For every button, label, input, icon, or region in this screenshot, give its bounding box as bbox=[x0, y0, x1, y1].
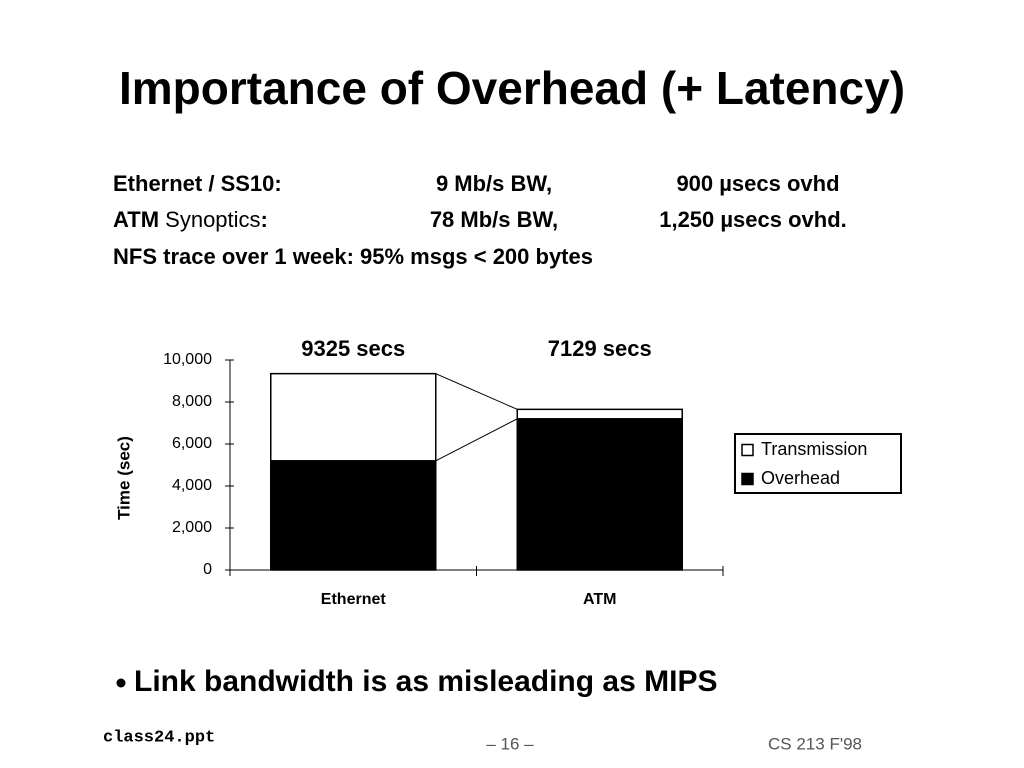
info-label: ATM Synoptics: bbox=[113, 207, 268, 232]
annotation: 7129 secs bbox=[548, 336, 652, 361]
footer-page: – 16 – bbox=[486, 734, 534, 753]
x-tick-label: ATM bbox=[583, 591, 616, 608]
y-tick-label: 8,000 bbox=[172, 393, 212, 410]
y-tick-label: 0 bbox=[203, 561, 212, 578]
info-label-part: ATM bbox=[113, 207, 159, 232]
bullet-text: Link bandwidth is as misleading as MIPS bbox=[134, 665, 717, 698]
note: NFS trace over 1 week: 95% msgs < 200 by… bbox=[113, 244, 593, 269]
legend-label: Transmission bbox=[761, 439, 867, 459]
legend-swatch bbox=[741, 443, 754, 457]
connector-line bbox=[435, 418, 518, 462]
info-label-part: Synoptics bbox=[165, 207, 260, 232]
legend-swatch bbox=[741, 472, 754, 486]
slide-title: Importance of Overhead (+ Latency) bbox=[119, 62, 905, 114]
y-tick-label: 4,000 bbox=[172, 477, 212, 494]
connector-line bbox=[435, 373, 518, 410]
info-bandwidth: 9 Mb/s BW, bbox=[436, 171, 552, 196]
info-label: Ethernet / SS10: bbox=[113, 171, 282, 196]
bar-segment bbox=[270, 372, 437, 462]
y-axis-title: Time (sec) bbox=[114, 436, 133, 520]
y-tick-label: 6,000 bbox=[172, 435, 212, 452]
bar-segment bbox=[516, 408, 683, 420]
bar-segment bbox=[516, 418, 683, 571]
y-tick-label: 10,000 bbox=[163, 351, 212, 368]
info-bandwidth: 78 Mb/s BW, bbox=[430, 207, 558, 232]
x-tick-label: Ethernet bbox=[321, 591, 387, 608]
bar-segment bbox=[270, 460, 437, 571]
info-overhead: 900 µsecs ovhd bbox=[676, 171, 839, 196]
footer-course: CS 213 F'98 bbox=[768, 734, 862, 753]
annotation: 9325 secs bbox=[301, 336, 405, 361]
info-overhead: 1,250 µsecs ovhd. bbox=[659, 207, 847, 232]
footer-file: class24.ppt bbox=[103, 728, 215, 747]
legend-box bbox=[734, 433, 902, 494]
y-tick-label: 2,000 bbox=[172, 519, 212, 536]
legend-label: Overhead bbox=[761, 468, 840, 488]
bullet-dot bbox=[116, 678, 126, 688]
info-label-part: : bbox=[261, 207, 268, 232]
